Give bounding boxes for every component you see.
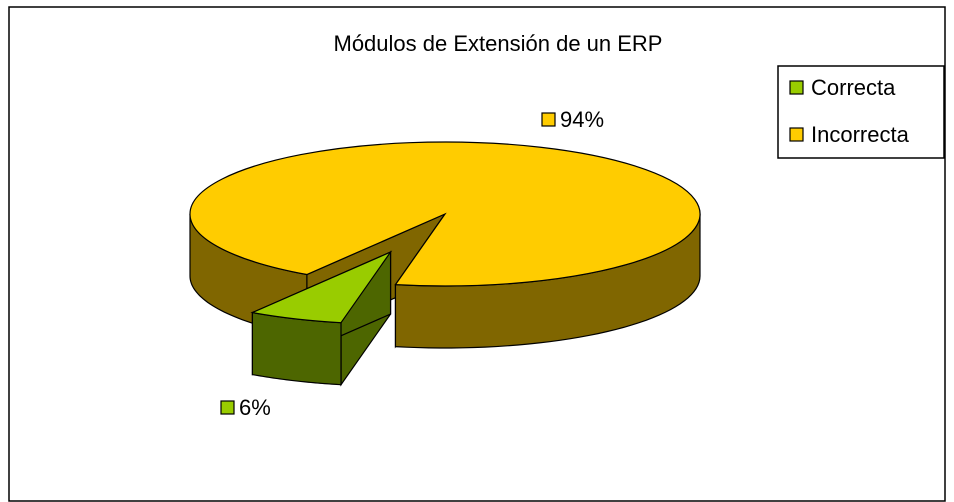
chart-title: Módulos de Extensión de un ERP [334, 31, 663, 56]
legend-label: Incorrecta [811, 122, 910, 147]
pie-slice [250, 250, 393, 387]
value-label-swatch [220, 400, 235, 415]
legend-swatch [789, 127, 804, 142]
legend-box [777, 65, 945, 159]
slice-top [189, 141, 701, 287]
legend-swatch [789, 80, 804, 95]
value-label: 6% [239, 395, 271, 420]
value-label-swatch [541, 112, 556, 127]
value-label: 94% [560, 107, 604, 132]
slice-top [250, 250, 393, 324]
slice-outer-wall [251, 311, 342, 386]
legend-label: Correcta [811, 75, 896, 100]
